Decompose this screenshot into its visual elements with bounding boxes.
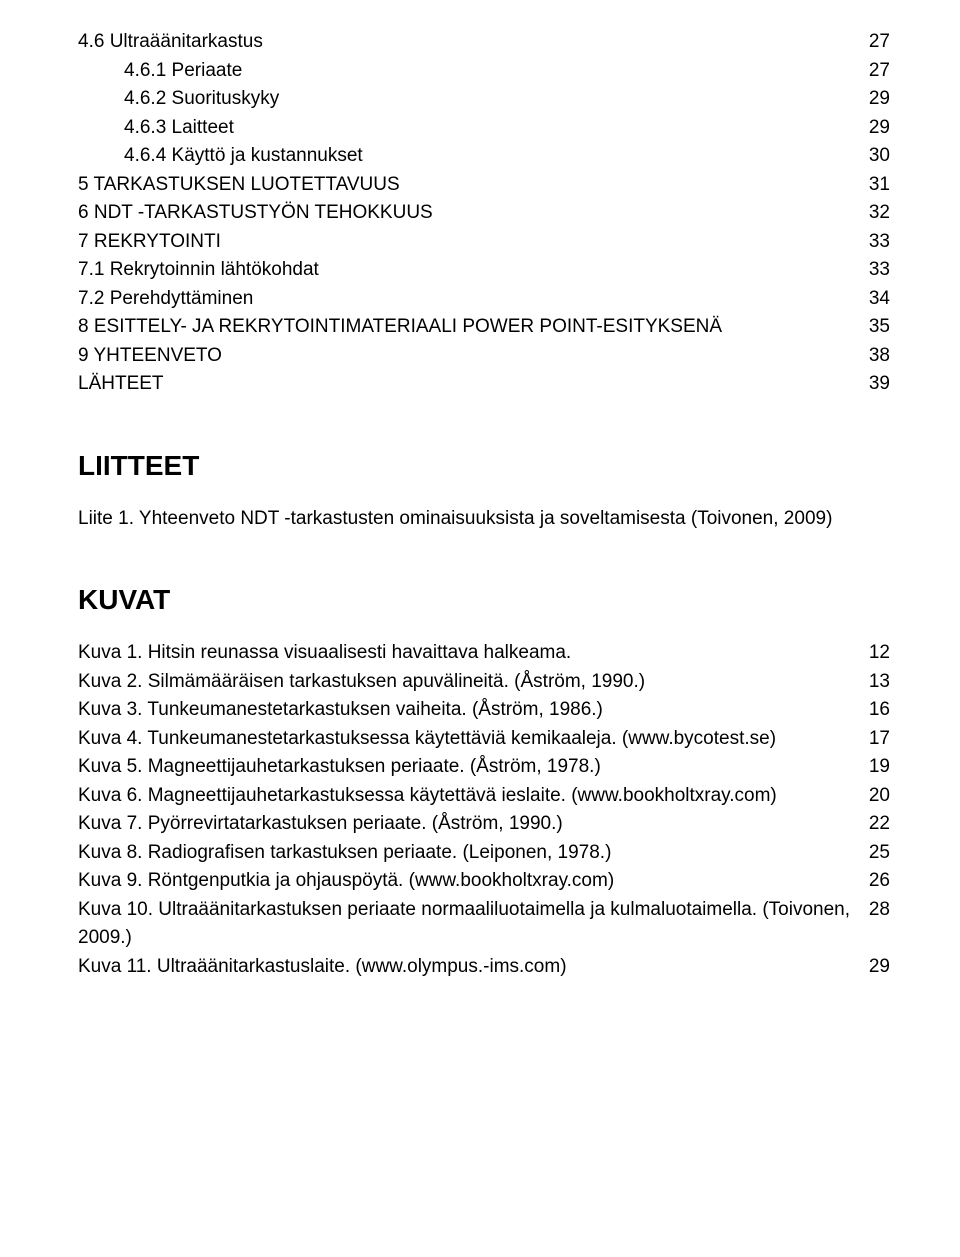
kuva-label: Kuva 8. Radiografisen tarkastuksen peria… — [78, 839, 860, 868]
toc-row: 4.6.2 Suorituskyky 29 — [78, 85, 890, 114]
toc-page: 29 — [860, 85, 890, 114]
kuva-label: Kuva 1. Hitsin reunassa visuaalisesti ha… — [78, 639, 860, 668]
toc-row: 7.1 Rekrytoinnin lähtökohdat 33 — [78, 256, 890, 285]
toc-row: 9 YHTEENVETO 38 — [78, 342, 890, 371]
kuva-page: 16 — [860, 696, 890, 725]
kuva-row: Kuva 4. Tunkeumanestetarkastuksessa käyt… — [78, 725, 890, 754]
liitteet-heading: LIITTEET — [78, 445, 890, 487]
toc-label: LÄHTEET — [78, 370, 860, 399]
toc-label: 8 ESITTELY- JA REKRYTOINTIMATERIAALI POW… — [78, 313, 860, 342]
kuvat-list: Kuva 1. Hitsin reunassa visuaalisesti ha… — [78, 639, 890, 981]
toc-page: 35 — [860, 313, 890, 342]
toc-label: 4.6.1 Periaate — [124, 57, 860, 86]
kuva-label: Kuva 6. Magneettijauhetarkastuksessa käy… — [78, 782, 860, 811]
toc-page: 27 — [860, 57, 890, 86]
kuva-page: 19 — [860, 753, 890, 782]
toc-row: 7 REKRYTOINTI 33 — [78, 228, 890, 257]
kuva-row: Kuva 8. Radiografisen tarkastuksen peria… — [78, 839, 890, 868]
kuva-page: 17 — [860, 725, 890, 754]
kuva-row: Kuva 5. Magneettijauhetarkastuksen peria… — [78, 753, 890, 782]
toc-label: 4.6.3 Laitteet — [124, 114, 860, 143]
toc-row: 4.6.4 Käyttö ja kustannukset 30 — [78, 142, 890, 171]
toc-page: 33 — [860, 256, 890, 285]
kuva-label: Kuva 11. Ultraäänitarkastuslaite. (www.o… — [78, 953, 860, 982]
toc-section: 4.6 Ultraäänitarkastus 27 4.6.1 Periaate… — [78, 28, 890, 399]
liite-line: Liite 1. Yhteenveto NDT -tarkastusten om… — [78, 505, 890, 534]
kuva-label: Kuva 5. Magneettijauhetarkastuksen peria… — [78, 753, 860, 782]
toc-page: 29 — [860, 114, 890, 143]
toc-label: 7.2 Perehdyttäminen — [78, 285, 860, 314]
kuva-page: 13 — [860, 668, 890, 697]
kuva-label: Kuva 3. Tunkeumanestetarkastuksen vaihei… — [78, 696, 860, 725]
kuva-row: Kuva 10. Ultraäänitarkastuksen periaate … — [78, 896, 890, 953]
kuva-label: Kuva 10. Ultraäänitarkastuksen periaate … — [78, 896, 860, 953]
kuva-label: Kuva 7. Pyörrevirtatarkastuksen periaate… — [78, 810, 860, 839]
toc-page: 33 — [860, 228, 890, 257]
toc-page: 39 — [860, 370, 890, 399]
kuva-page: 29 — [860, 953, 890, 982]
toc-label: 7 REKRYTOINTI — [78, 228, 860, 257]
kuva-page: 12 — [860, 639, 890, 668]
toc-label: 5 TARKASTUKSEN LUOTETTAVUUS — [78, 171, 860, 200]
kuva-page: 20 — [860, 782, 890, 811]
toc-page: 31 — [860, 171, 890, 200]
toc-row: 7.2 Perehdyttäminen 34 — [78, 285, 890, 314]
kuva-row: Kuva 6. Magneettijauhetarkastuksessa käy… — [78, 782, 890, 811]
kuva-label: Kuva 4. Tunkeumanestetarkastuksessa käyt… — [78, 725, 860, 754]
kuvat-heading: KUVAT — [78, 579, 890, 621]
kuva-page: 25 — [860, 839, 890, 868]
toc-label: 9 YHTEENVETO — [78, 342, 860, 371]
kuva-row: Kuva 7. Pyörrevirtatarkastuksen periaate… — [78, 810, 890, 839]
kuva-label: Kuva 2. Silmämääräisen tarkastuksen apuv… — [78, 668, 860, 697]
toc-row: 6 NDT -TARKASTUSTYÖN TEHOKKUUS 32 — [78, 199, 890, 228]
toc-label: 7.1 Rekrytoinnin lähtökohdat — [78, 256, 860, 285]
toc-label: 4.6.4 Käyttö ja kustannukset — [124, 142, 860, 171]
toc-row: 8 ESITTELY- JA REKRYTOINTIMATERIAALI POW… — [78, 313, 890, 342]
toc-label: 4.6.2 Suorituskyky — [124, 85, 860, 114]
kuva-row: Kuva 1. Hitsin reunassa visuaalisesti ha… — [78, 639, 890, 668]
toc-row: 5 TARKASTUKSEN LUOTETTAVUUS 31 — [78, 171, 890, 200]
kuva-page: 28 — [860, 896, 890, 925]
toc-page: 34 — [860, 285, 890, 314]
kuva-row: Kuva 2. Silmämääräisen tarkastuksen apuv… — [78, 668, 890, 697]
toc-page: 32 — [860, 199, 890, 228]
toc-page: 38 — [860, 342, 890, 371]
toc-row: 4.6.3 Laitteet 29 — [78, 114, 890, 143]
kuva-row: Kuva 11. Ultraäänitarkastuslaite. (www.o… — [78, 953, 890, 982]
toc-page: 30 — [860, 142, 890, 171]
toc-page: 27 — [860, 28, 890, 57]
toc-row: 4.6 Ultraäänitarkastus 27 — [78, 28, 890, 57]
kuva-label: Kuva 9. Röntgenputkia ja ohjauspöytä. (w… — [78, 867, 860, 896]
toc-label: 4.6 Ultraäänitarkastus — [78, 28, 860, 57]
toc-label: 6 NDT -TARKASTUSTYÖN TEHOKKUUS — [78, 199, 860, 228]
kuva-page: 22 — [860, 810, 890, 839]
kuva-row: Kuva 3. Tunkeumanestetarkastuksen vaihei… — [78, 696, 890, 725]
toc-row: 4.6.1 Periaate 27 — [78, 57, 890, 86]
kuva-page: 26 — [860, 867, 890, 896]
toc-row: LÄHTEET 39 — [78, 370, 890, 399]
kuva-row: Kuva 9. Röntgenputkia ja ohjauspöytä. (w… — [78, 867, 890, 896]
